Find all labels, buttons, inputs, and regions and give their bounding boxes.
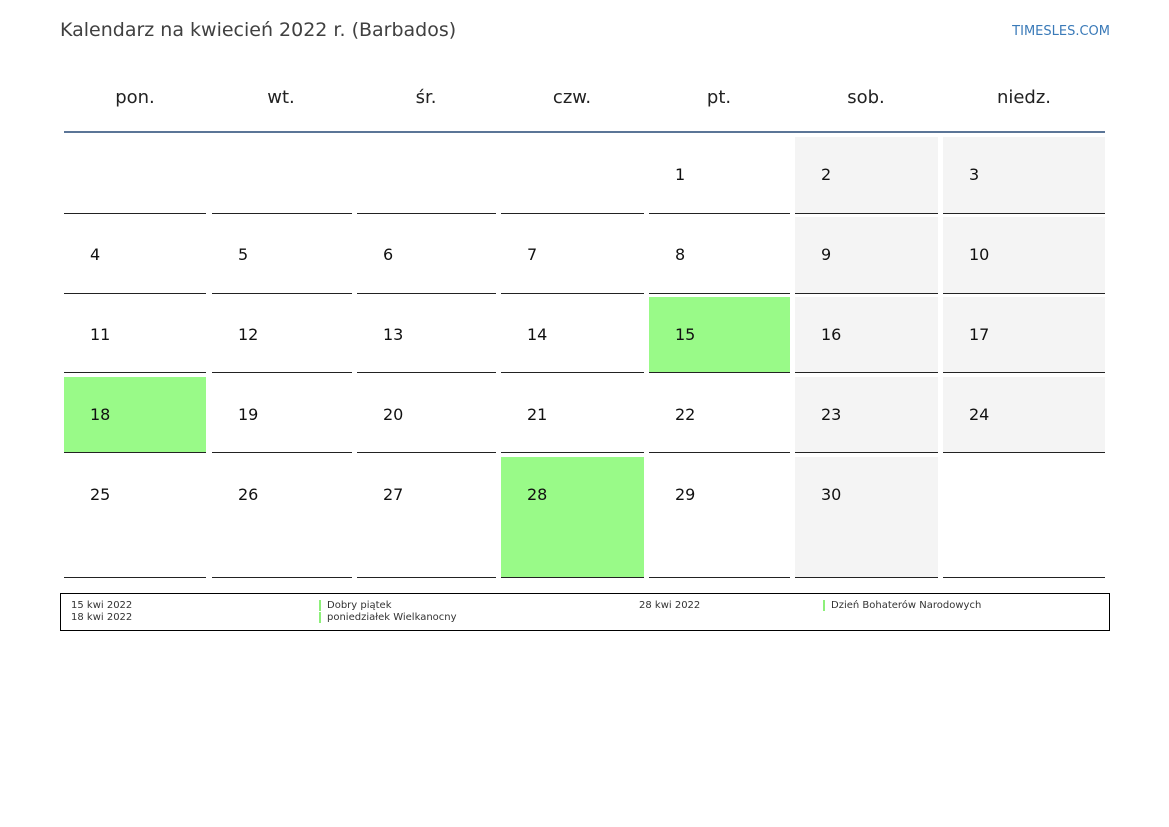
empty-cell: [64, 137, 206, 214]
header-divider: [64, 131, 1105, 133]
day-number: 22: [675, 405, 696, 424]
day-number: 10: [969, 245, 990, 264]
day-number: 27: [383, 485, 404, 504]
weekday-label: śr.: [415, 87, 437, 108]
day-number: 2: [821, 165, 832, 184]
day-number: 21: [527, 405, 548, 424]
day-cell[interactable]: 22: [649, 377, 790, 453]
weekday-label: pt.: [706, 87, 732, 108]
day-cell[interactable]: 20: [357, 377, 496, 453]
day-cell[interactable]: 18: [64, 377, 206, 453]
weekday-label: pon.: [115, 87, 155, 108]
day-cell[interactable]: 30: [795, 457, 938, 578]
legend-holiday-marker: [823, 600, 825, 611]
day-number: 13: [383, 325, 404, 344]
day-cell[interactable]: 21: [501, 377, 644, 453]
legend-holiday-name: poniedziałek Wielkanocny: [327, 612, 457, 623]
day-cell[interactable]: 17: [943, 297, 1105, 373]
day-number: 5: [238, 245, 249, 264]
day-cell[interactable]: 2: [795, 137, 938, 214]
day-cell[interactable]: 5: [212, 217, 352, 294]
day-number: 6: [383, 245, 394, 264]
day-cell[interactable]: 19: [212, 377, 352, 453]
day-cell[interactable]: 14: [501, 297, 644, 373]
day-cell[interactable]: 3: [943, 137, 1105, 214]
day-number: 28: [527, 485, 548, 504]
legend-holiday-name: Dzień Bohaterów Narodowych: [831, 600, 982, 611]
day-number: 24: [969, 405, 990, 424]
day-cell[interactable]: 6: [357, 217, 496, 294]
day-number: 15: [675, 325, 696, 344]
day-cell[interactable]: 10: [943, 217, 1105, 294]
empty-cell: [943, 457, 1105, 578]
empty-cell: [357, 137, 496, 214]
day-cell[interactable]: 26: [212, 457, 352, 578]
day-cell[interactable]: 12: [212, 297, 352, 373]
weekday-label: wt.: [267, 87, 295, 108]
day-cell[interactable]: 23: [795, 377, 938, 453]
day-cell[interactable]: 7: [501, 217, 644, 294]
day-cell[interactable]: 27: [357, 457, 496, 578]
day-number: 18: [90, 405, 111, 424]
day-number: 1: [675, 165, 686, 184]
day-cell[interactable]: 25: [64, 457, 206, 578]
brand-link[interactable]: TIMESLES.COM: [1012, 24, 1110, 39]
page-title: Kalendarz na kwiecień 2022 r. (Barbados): [60, 19, 457, 41]
day-number: 3: [969, 165, 980, 184]
day-number: 19: [238, 405, 259, 424]
day-number: 26: [238, 485, 259, 504]
day-number: 16: [821, 325, 842, 344]
day-cell[interactable]: 13: [357, 297, 496, 373]
day-number: 12: [238, 325, 259, 344]
legend-holiday-marker: [319, 612, 321, 623]
day-number: 8: [675, 245, 686, 264]
day-cell[interactable]: 28: [501, 457, 644, 578]
empty-cell: [212, 137, 352, 214]
day-cell[interactable]: 8: [649, 217, 790, 294]
day-cell[interactable]: 15: [649, 297, 790, 373]
day-number: 11: [90, 325, 111, 344]
weekday-label: sob.: [847, 87, 885, 108]
legend-date: 15 kwi 2022: [71, 600, 133, 611]
day-number: 17: [969, 325, 990, 344]
day-number: 4: [90, 245, 101, 264]
day-number: 29: [675, 485, 696, 504]
empty-cell: [501, 137, 644, 214]
day-number: 23: [821, 405, 842, 424]
legend-holiday-marker: [319, 600, 321, 611]
legend-date: 28 kwi 2022: [639, 600, 701, 611]
day-cell[interactable]: 11: [64, 297, 206, 373]
weekday-label: niedz.: [996, 87, 1052, 108]
day-number: 30: [821, 485, 842, 504]
day-number: 9: [821, 245, 832, 264]
weekday-label: czw.: [552, 87, 592, 108]
legend-holiday-name: Dobry piątek: [327, 600, 392, 611]
day-number: 20: [383, 405, 404, 424]
day-cell[interactable]: 24: [943, 377, 1105, 453]
day-cell[interactable]: 4: [64, 217, 206, 294]
legend-date: 18 kwi 2022: [71, 612, 133, 623]
day-cell[interactable]: 16: [795, 297, 938, 373]
day-cell[interactable]: 9: [795, 217, 938, 294]
holiday-legend: 15 kwi 2022 Dobry piątek 18 kwi 2022 ponied…: [60, 593, 1110, 631]
day-number: 7: [527, 245, 538, 264]
day-cell[interactable]: 1: [649, 137, 790, 214]
day-cell[interactable]: 29: [649, 457, 790, 578]
day-number: 14: [527, 325, 548, 344]
day-number: 25: [90, 485, 111, 504]
